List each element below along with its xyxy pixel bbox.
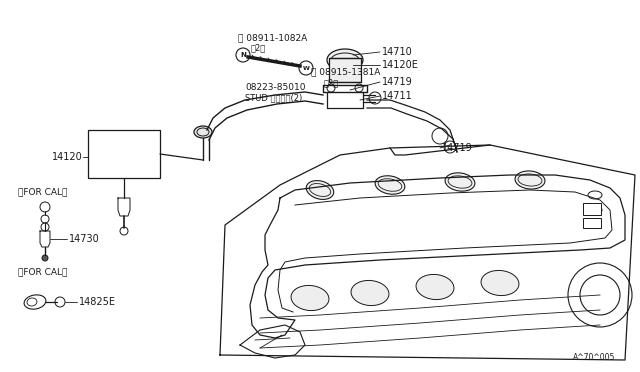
Ellipse shape (307, 180, 333, 199)
Text: ⓝ 08911-1082A: ⓝ 08911-1082A (238, 33, 307, 42)
Ellipse shape (194, 126, 212, 138)
Ellipse shape (445, 173, 475, 191)
Text: 14710: 14710 (382, 47, 413, 57)
Text: （FOR CAL）: （FOR CAL） (18, 187, 67, 196)
Text: 14711: 14711 (382, 91, 413, 101)
Text: 14730: 14730 (69, 234, 100, 244)
Text: （FOR CAL）: （FOR CAL） (18, 267, 67, 276)
Text: W: W (303, 65, 309, 71)
Ellipse shape (327, 49, 363, 71)
Text: （2）: （2） (251, 44, 266, 52)
Bar (583, 218, 601, 228)
Text: Ⓦ 08915-1381A: Ⓦ 08915-1381A (311, 67, 380, 77)
Ellipse shape (416, 275, 454, 299)
Ellipse shape (515, 171, 545, 189)
Circle shape (42, 255, 48, 261)
Text: 14719: 14719 (442, 143, 473, 153)
Text: A^70^005: A^70^005 (573, 353, 615, 362)
Ellipse shape (291, 285, 329, 311)
Bar (583, 203, 601, 215)
Ellipse shape (481, 270, 519, 296)
Bar (329, 58, 361, 82)
Text: 08223-85010: 08223-85010 (245, 83, 305, 93)
Text: 14120: 14120 (52, 152, 83, 162)
Text: STUD スタッド(2): STUD スタッド(2) (245, 93, 302, 103)
Text: 14719: 14719 (382, 77, 413, 87)
Ellipse shape (375, 176, 405, 194)
Text: （2）: （2） (324, 78, 339, 87)
Text: N: N (240, 52, 246, 58)
Text: 14825E: 14825E (79, 297, 116, 307)
Ellipse shape (351, 280, 389, 305)
Bar (88, 130, 160, 178)
Text: 14120E: 14120E (382, 60, 419, 70)
